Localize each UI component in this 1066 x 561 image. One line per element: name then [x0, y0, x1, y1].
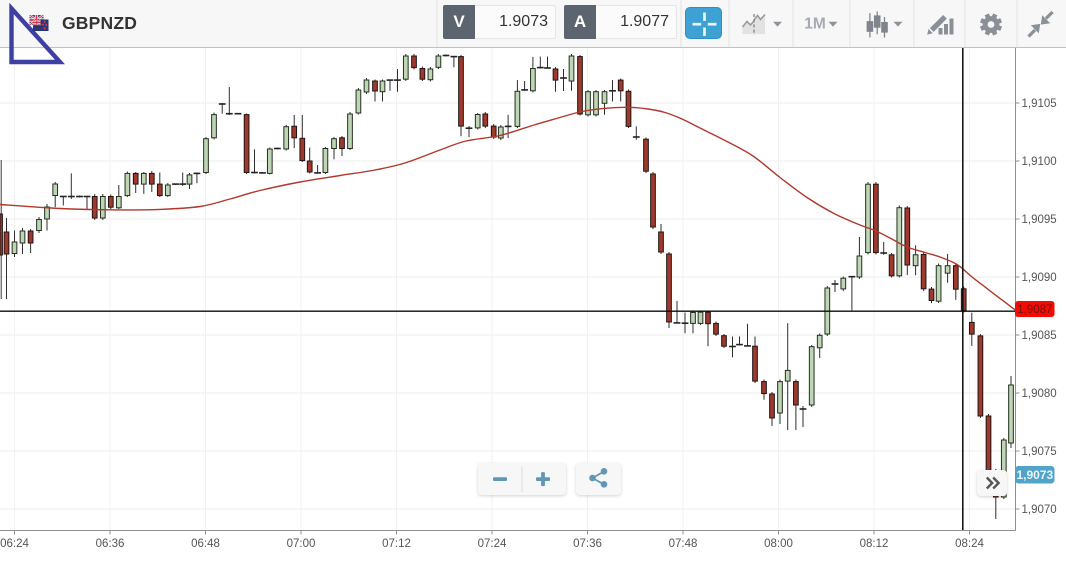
- svg-text:08:00: 08:00: [764, 538, 793, 550]
- svg-text:1,9100: 1,9100: [1022, 156, 1057, 168]
- svg-text:1,9085: 1,9085: [1022, 330, 1057, 342]
- svg-text:07:00: 07:00: [287, 538, 316, 550]
- svg-text:1,9090: 1,9090: [1022, 272, 1057, 284]
- svg-text:1,9105: 1,9105: [1022, 98, 1057, 110]
- svg-text:06:24: 06:24: [0, 538, 29, 550]
- svg-text:08:12: 08:12: [860, 538, 889, 550]
- svg-text:1M: 1M: [804, 16, 826, 33]
- svg-text:07:36: 07:36: [573, 538, 602, 550]
- svg-text:07:48: 07:48: [669, 538, 698, 550]
- svg-text:08:24: 08:24: [955, 538, 984, 550]
- svg-text:07:24: 07:24: [478, 538, 507, 550]
- svg-text:1,9070: 1,9070: [1022, 504, 1057, 516]
- svg-text:1,9073: 1,9073: [1016, 468, 1053, 482]
- svg-text:06:36: 06:36: [96, 538, 125, 550]
- svg-text:07:12: 07:12: [382, 538, 411, 550]
- svg-text:1,9075: 1,9075: [1022, 446, 1057, 458]
- svg-text:06:48: 06:48: [191, 538, 220, 550]
- svg-text:1,9095: 1,9095: [1022, 214, 1057, 226]
- svg-text:1,9080: 1,9080: [1022, 388, 1057, 400]
- svg-text:1,9087: 1,9087: [1017, 304, 1052, 316]
